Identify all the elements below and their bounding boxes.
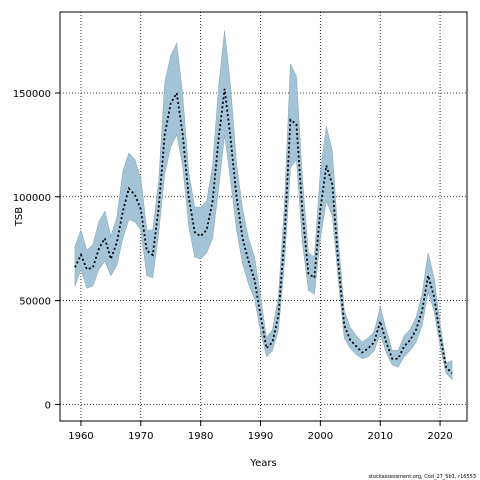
- x-tick-label: 2020: [427, 431, 452, 442]
- x-tick-label: 2000: [308, 431, 333, 442]
- y-tick-label: 0: [45, 400, 51, 411]
- x-axis-ticks: 1960 1970 1980 1990 2000 2010 2020: [68, 421, 453, 442]
- y-axis-label: TSB: [14, 207, 25, 227]
- y-axis-ticks: 0 50000 100000 150000: [13, 89, 60, 411]
- y-tick-label: 150000: [13, 89, 51, 100]
- x-axis-label: Years: [249, 458, 276, 469]
- x-tick-label: 2010: [367, 431, 392, 442]
- x-tick-label: 1980: [188, 431, 213, 442]
- confidence-band: [74, 30, 453, 381]
- tsb-estimate-line: [74, 88, 453, 374]
- source-footnote: stockassessment.org, Cod_27_5b1, r16553: [368, 474, 476, 480]
- x-tick-label: 1970: [128, 431, 153, 442]
- x-tick-label: 1990: [248, 431, 273, 442]
- x-tick-label: 1960: [68, 431, 93, 442]
- y-tick-label: 50000: [19, 297, 51, 308]
- plot-frame: [59, 11, 468, 422]
- y-tick-label: 100000: [13, 193, 51, 204]
